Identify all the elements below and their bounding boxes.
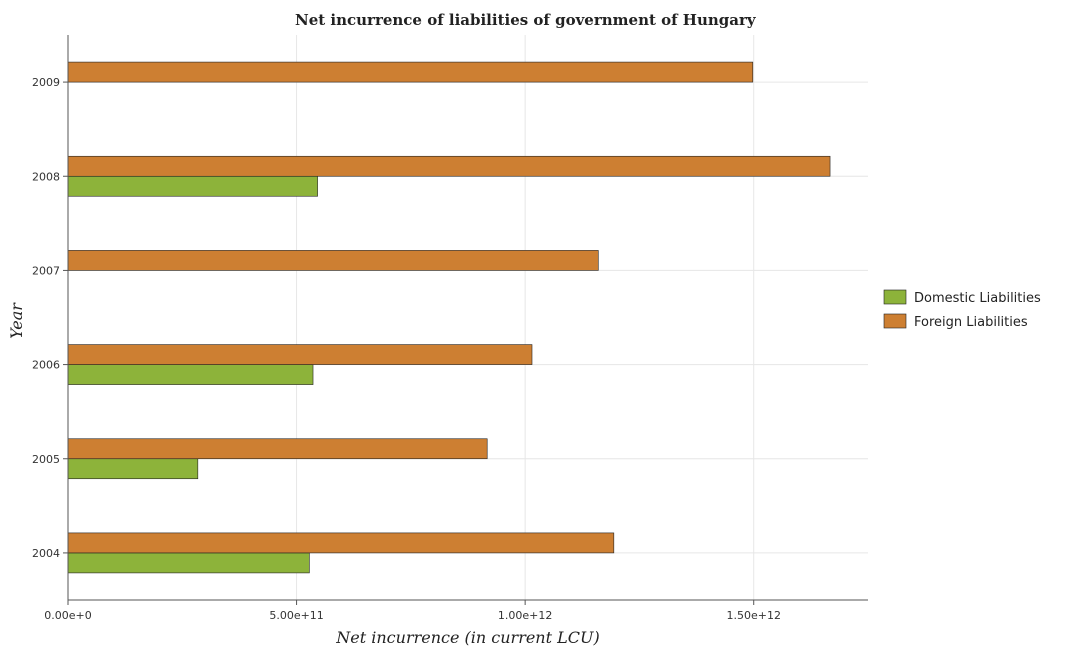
legend: Domestic Liabilities Foreign Liabilities xyxy=(883,289,1041,330)
y-tick-label-2006: 2006 xyxy=(32,359,60,372)
chart-title: Net incurrence of liabilities of governm… xyxy=(295,11,757,29)
foreign-liabilities-bar-2007 xyxy=(67,250,599,271)
bars-layer xyxy=(67,61,831,574)
x-tick-label: 5.00e+11 xyxy=(269,609,323,622)
legend-label-foreign: Foreign Liabilities xyxy=(914,315,1028,330)
foreign-liabilities-bar-2009 xyxy=(67,61,754,83)
y-axis-label: Year xyxy=(7,302,26,339)
foreign-liabilities-bar-2005 xyxy=(67,438,488,460)
y-tick-label-2004: 2004 xyxy=(32,547,60,560)
y-tick-label-2009: 2009 xyxy=(32,76,60,89)
domestic-liabilities-bar-2008 xyxy=(67,175,318,197)
legend-label-domestic: Domestic Liabilities xyxy=(914,291,1041,306)
legend-swatch-foreign xyxy=(883,313,907,329)
domestic-liabilities-bar-2006 xyxy=(67,364,314,385)
x-axis-label: Net incurrence (in current LCU) xyxy=(335,628,599,647)
x-tick-label: 1.00e+12 xyxy=(498,609,552,622)
legend-swatch-domestic xyxy=(883,289,907,305)
x-tick-label: 1.50e+12 xyxy=(726,609,780,622)
y-tick-label-2007: 2007 xyxy=(32,264,60,277)
y-tick-label-2005: 2005 xyxy=(32,453,60,466)
foreign-liabilities-bar-2004 xyxy=(67,532,615,554)
foreign-liabilities-bar-2008 xyxy=(67,155,831,177)
domestic-liabilities-bar-2004 xyxy=(67,552,310,574)
axes-layer: 0.00e+0 5.00e+11 1.00e+12 1.50e+12 2004 2005 2… xyxy=(32,35,868,622)
foreign-liabilities-bar-2006 xyxy=(67,344,533,365)
grid-layer xyxy=(67,35,868,600)
domestic-liabilities-bar-2005 xyxy=(67,458,199,480)
y-tick-label-2008: 2008 xyxy=(32,170,60,183)
x-tick-label: 0.00e+0 xyxy=(44,609,91,622)
